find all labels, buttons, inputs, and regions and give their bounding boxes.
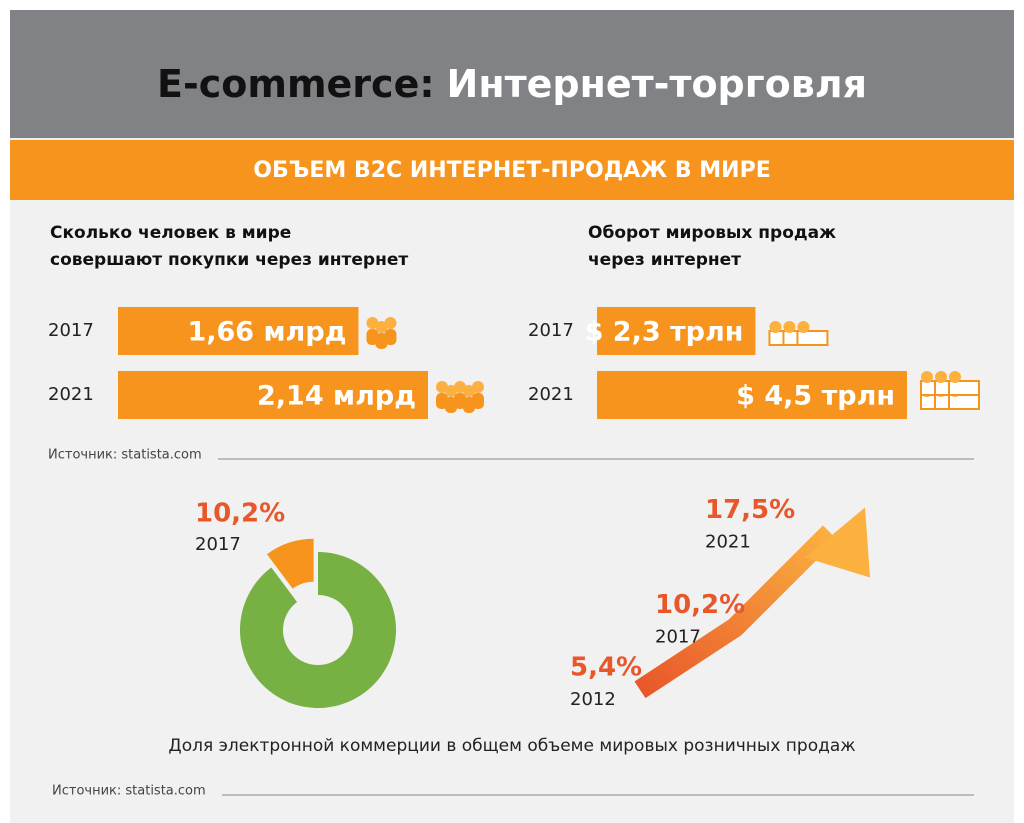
icon bbox=[366, 317, 379, 329]
category-label: 2017 bbox=[528, 320, 574, 341]
donut-slice bbox=[266, 538, 314, 589]
arrow-head bbox=[805, 507, 870, 578]
icon bbox=[375, 321, 388, 333]
icon bbox=[436, 381, 448, 393]
icon bbox=[454, 381, 466, 393]
caption: Доля электронной коммерции в общем объем… bbox=[168, 736, 855, 756]
category-label: 2017 bbox=[48, 320, 94, 341]
value-label: 10,2% bbox=[195, 499, 285, 529]
value-label: $ 2,3 трлн bbox=[585, 317, 744, 348]
icon bbox=[463, 385, 475, 397]
source: Источник: statista.com bbox=[48, 448, 202, 463]
category-label: 2017 bbox=[655, 626, 701, 647]
icon bbox=[472, 381, 484, 393]
icon bbox=[935, 371, 947, 383]
value-label: 17,5% bbox=[705, 495, 795, 525]
icon bbox=[445, 385, 457, 397]
banner bbox=[10, 140, 1014, 200]
bar bbox=[118, 371, 428, 419]
icon bbox=[783, 321, 796, 333]
subtitle: совершают покупки через интернет bbox=[50, 250, 408, 270]
icon bbox=[796, 330, 829, 346]
category-label: 2021 bbox=[48, 384, 94, 405]
title-ru: Интернет-торговля bbox=[447, 62, 867, 106]
main-title: E-commerce: Интернет-торговля bbox=[157, 62, 867, 106]
icon bbox=[949, 371, 961, 383]
icon bbox=[384, 329, 397, 345]
bar bbox=[597, 371, 907, 419]
icon bbox=[797, 321, 810, 333]
value-label: $ 4,5 трлн bbox=[736, 381, 895, 412]
value-label: 5,4% bbox=[570, 652, 642, 682]
icon bbox=[769, 321, 782, 333]
subtitle: Оборот мировых продаж bbox=[588, 223, 836, 243]
bar bbox=[118, 307, 359, 355]
value-label: 1,66 млрд bbox=[187, 317, 346, 348]
value-label: 10,2% bbox=[655, 590, 745, 620]
source: Источник: statista.com bbox=[52, 784, 206, 799]
value-label: 2,14 млрд bbox=[257, 381, 416, 412]
title-en: E-commerce: bbox=[157, 62, 435, 106]
icon bbox=[921, 371, 933, 383]
category-label: 2012 bbox=[570, 689, 616, 710]
icon bbox=[384, 317, 397, 329]
subtitle: Сколько человек в мире bbox=[50, 223, 291, 243]
category-label: 2021 bbox=[705, 532, 751, 553]
header bbox=[10, 10, 1014, 138]
banner-text: ОБЪЕМ B2C ИНТЕРНЕТ-ПРОДАЖ В МИРЕ bbox=[253, 158, 771, 183]
category-label: 2017 bbox=[195, 534, 241, 555]
icon bbox=[472, 393, 484, 409]
subtitle: через интернет bbox=[588, 250, 741, 270]
icon bbox=[948, 380, 980, 396]
icon bbox=[948, 394, 980, 410]
category-label: 2021 bbox=[528, 384, 574, 405]
bar bbox=[597, 307, 756, 355]
trend-arrow bbox=[634, 525, 838, 699]
donut-rest bbox=[239, 552, 396, 708]
